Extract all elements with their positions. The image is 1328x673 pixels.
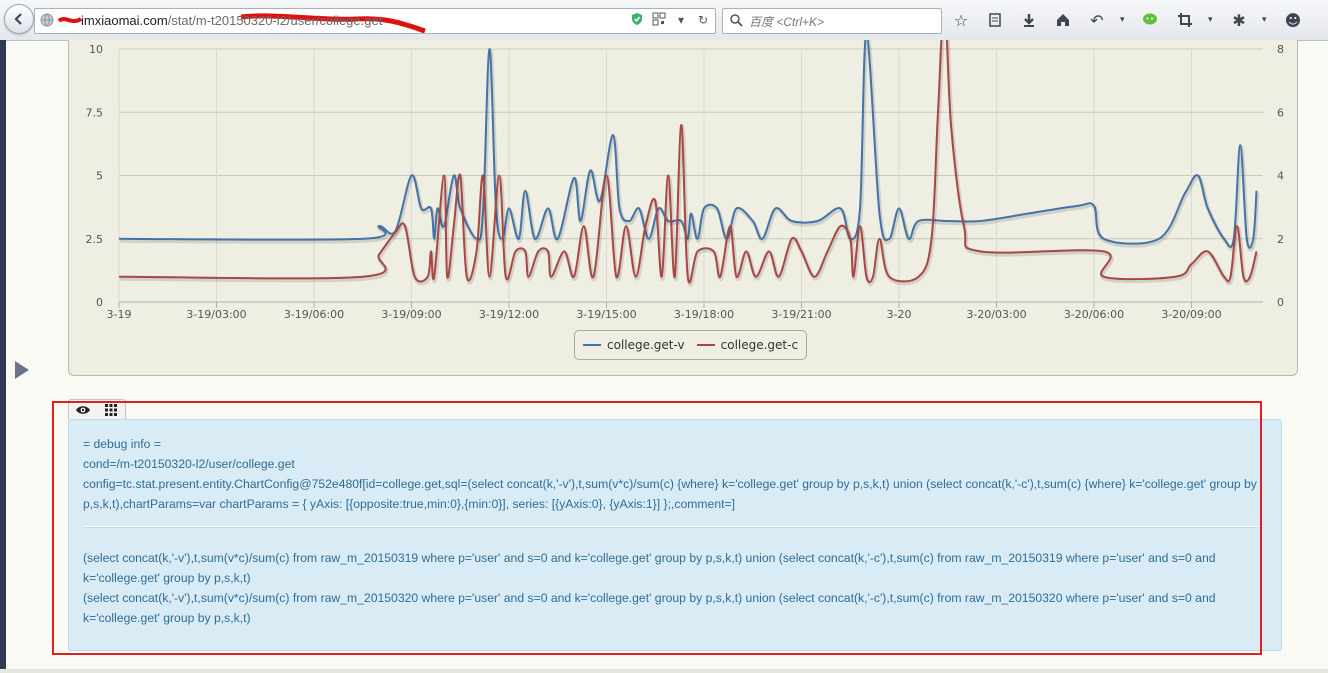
series-shadow-1 [119,40,1260,287]
y-left-tick-label: 7.5 [86,106,104,119]
wechat-icon[interactable] [1140,9,1162,31]
x-tick-label: 3-19/06:00 [284,308,344,321]
search-icon [730,14,743,27]
url-text[interactable]: imxiaomai.com/stat/m-t20150320-l2/user/c… [81,13,382,28]
sidebar-stripe [0,40,6,673]
debug-config: config=tc.stat.present.entity.ChartConfi… [83,477,1261,511]
grid-view-icon[interactable] [97,400,125,420]
y-right-tick-label: 6 [1277,106,1284,119]
y-left-tick-label: 0 [96,296,103,309]
debug-tab-strip [68,399,126,420]
debug-sql-20150319: (select concat(k,'-v'),t,sum(v*c)/sum(c)… [83,551,1219,585]
legend-label-c: college.get-c [720,338,799,352]
series-line-1 [119,40,1258,284]
reading-list-icon[interactable] [984,9,1006,31]
history-back-icon[interactable]: ↶ [1090,10,1104,30]
home-icon[interactable] [1052,9,1074,31]
legend-label-v: college.get-v [607,338,685,352]
y-left-tick-label: 2.5 [86,233,104,246]
x-tick-label: 3-19/21:00 [771,308,831,321]
crop-dropdown-icon[interactable]: ▾ [1208,15,1213,25]
legend-item-v[interactable]: college.get-v [583,338,685,352]
x-tick-label: 3-19/15:00 [576,308,636,321]
bookmark-star-icon[interactable]: ☆ [953,10,969,30]
legend-swatch-v [583,344,601,346]
extension-dropdown-icon[interactable]: ▾ [1262,15,1267,25]
y-left-tick-label: 5 [96,170,103,183]
history-dropdown-icon[interactable]: ▾ [1120,15,1125,25]
debug-sql-20150320: (select concat(k,'-v'),t,sum(v*c)/sum(c)… [83,591,1219,625]
globe-icon [40,13,54,27]
shield-icon[interactable] [629,12,645,28]
y-right-tick-label: 2 [1277,233,1284,246]
x-tick-label: 3-19/12:00 [479,308,539,321]
expand-arrow-icon[interactable] [14,360,30,380]
extension-bug-icon[interactable]: ✱ [1232,10,1246,30]
x-tick-label: 3-19 [107,308,132,321]
x-tick-label: 3-19/18:00 [674,308,734,321]
annotation-highlight-box [52,401,1262,655]
x-tick-label: 3-20/03:00 [966,308,1026,321]
back-button[interactable] [4,4,34,34]
debug-divider [83,526,1263,528]
y-right-tick-label: 0 [1277,296,1284,309]
x-tick-label: 3-20/09:00 [1161,308,1221,321]
url-bar[interactable]: imxiaomai.com/stat/m-t20150320-l2/user/c… [34,8,716,34]
chart-panel: 0 0 2.5 2 5 4 7.5 6 10 8 3-19 3-19/03:00 3-19/06:00 3… [68,40,1298,376]
x-tick-label: 3-20 [887,308,912,321]
x-tick-label: 3-19/03:00 [186,308,246,321]
browser-toolbar: imxiaomai.com/stat/m-t20150320-l2/user/c… [0,0,1328,41]
debug-info-box: = debug info = cond=/m-t20150320-l2/user… [68,419,1282,651]
url-path: /stat/m-t20150320-l2/user/college.get [167,13,383,28]
chart-axes: 0 0 2.5 2 5 4 7.5 6 10 8 3-19 3-19/03:00 3-19/06:00 3… [86,43,1285,321]
debug-heading: = debug info = [83,437,161,451]
debug-cond: cond=/m-t20150320-l2/user/college.get [83,457,295,471]
chart-legend: college.get-v college.get-c [574,330,808,360]
y-right-tick-label: 8 [1277,43,1284,56]
x-tick-label: 3-19/09:00 [381,308,441,321]
legend-swatch-c [696,344,715,346]
eye-icon[interactable] [69,400,97,420]
legend-item-c[interactable]: college.get-c [696,338,799,352]
chart-grid [118,48,1263,303]
redaction-scribble [57,13,426,33]
reload-icon[interactable]: ↻ [697,13,709,27]
search-input-placeholder: 百度 <Ctrl+K> [749,15,825,29]
dropdown-arrow-icon[interactable]: ▾ [677,13,685,27]
series-line-0 [119,40,1258,249]
line-chart: 0 0 2.5 2 5 4 7.5 6 10 8 3-19 3-19/03:00 3-19/06:00 3… [86,40,1285,321]
x-tick-label: 3-20/06:00 [1064,308,1124,321]
series-shadow-0 [119,40,1260,252]
y-right-tick-label: 4 [1277,170,1284,183]
crop-screenshot-icon[interactable] [1174,9,1196,31]
page-bottom-edge [0,669,1328,673]
qr-code-icon[interactable] [651,12,667,28]
chart-series [119,40,1260,287]
y-left-tick-label: 10 [89,43,103,56]
smiley-feedback-icon[interactable]: ☻ [1284,10,1302,30]
download-icon[interactable] [1018,9,1040,31]
search-bar[interactable]: 百度 <Ctrl+K> [722,8,942,34]
url-host: imxiaomai.com [81,13,168,28]
back-arrow-icon [14,13,22,25]
